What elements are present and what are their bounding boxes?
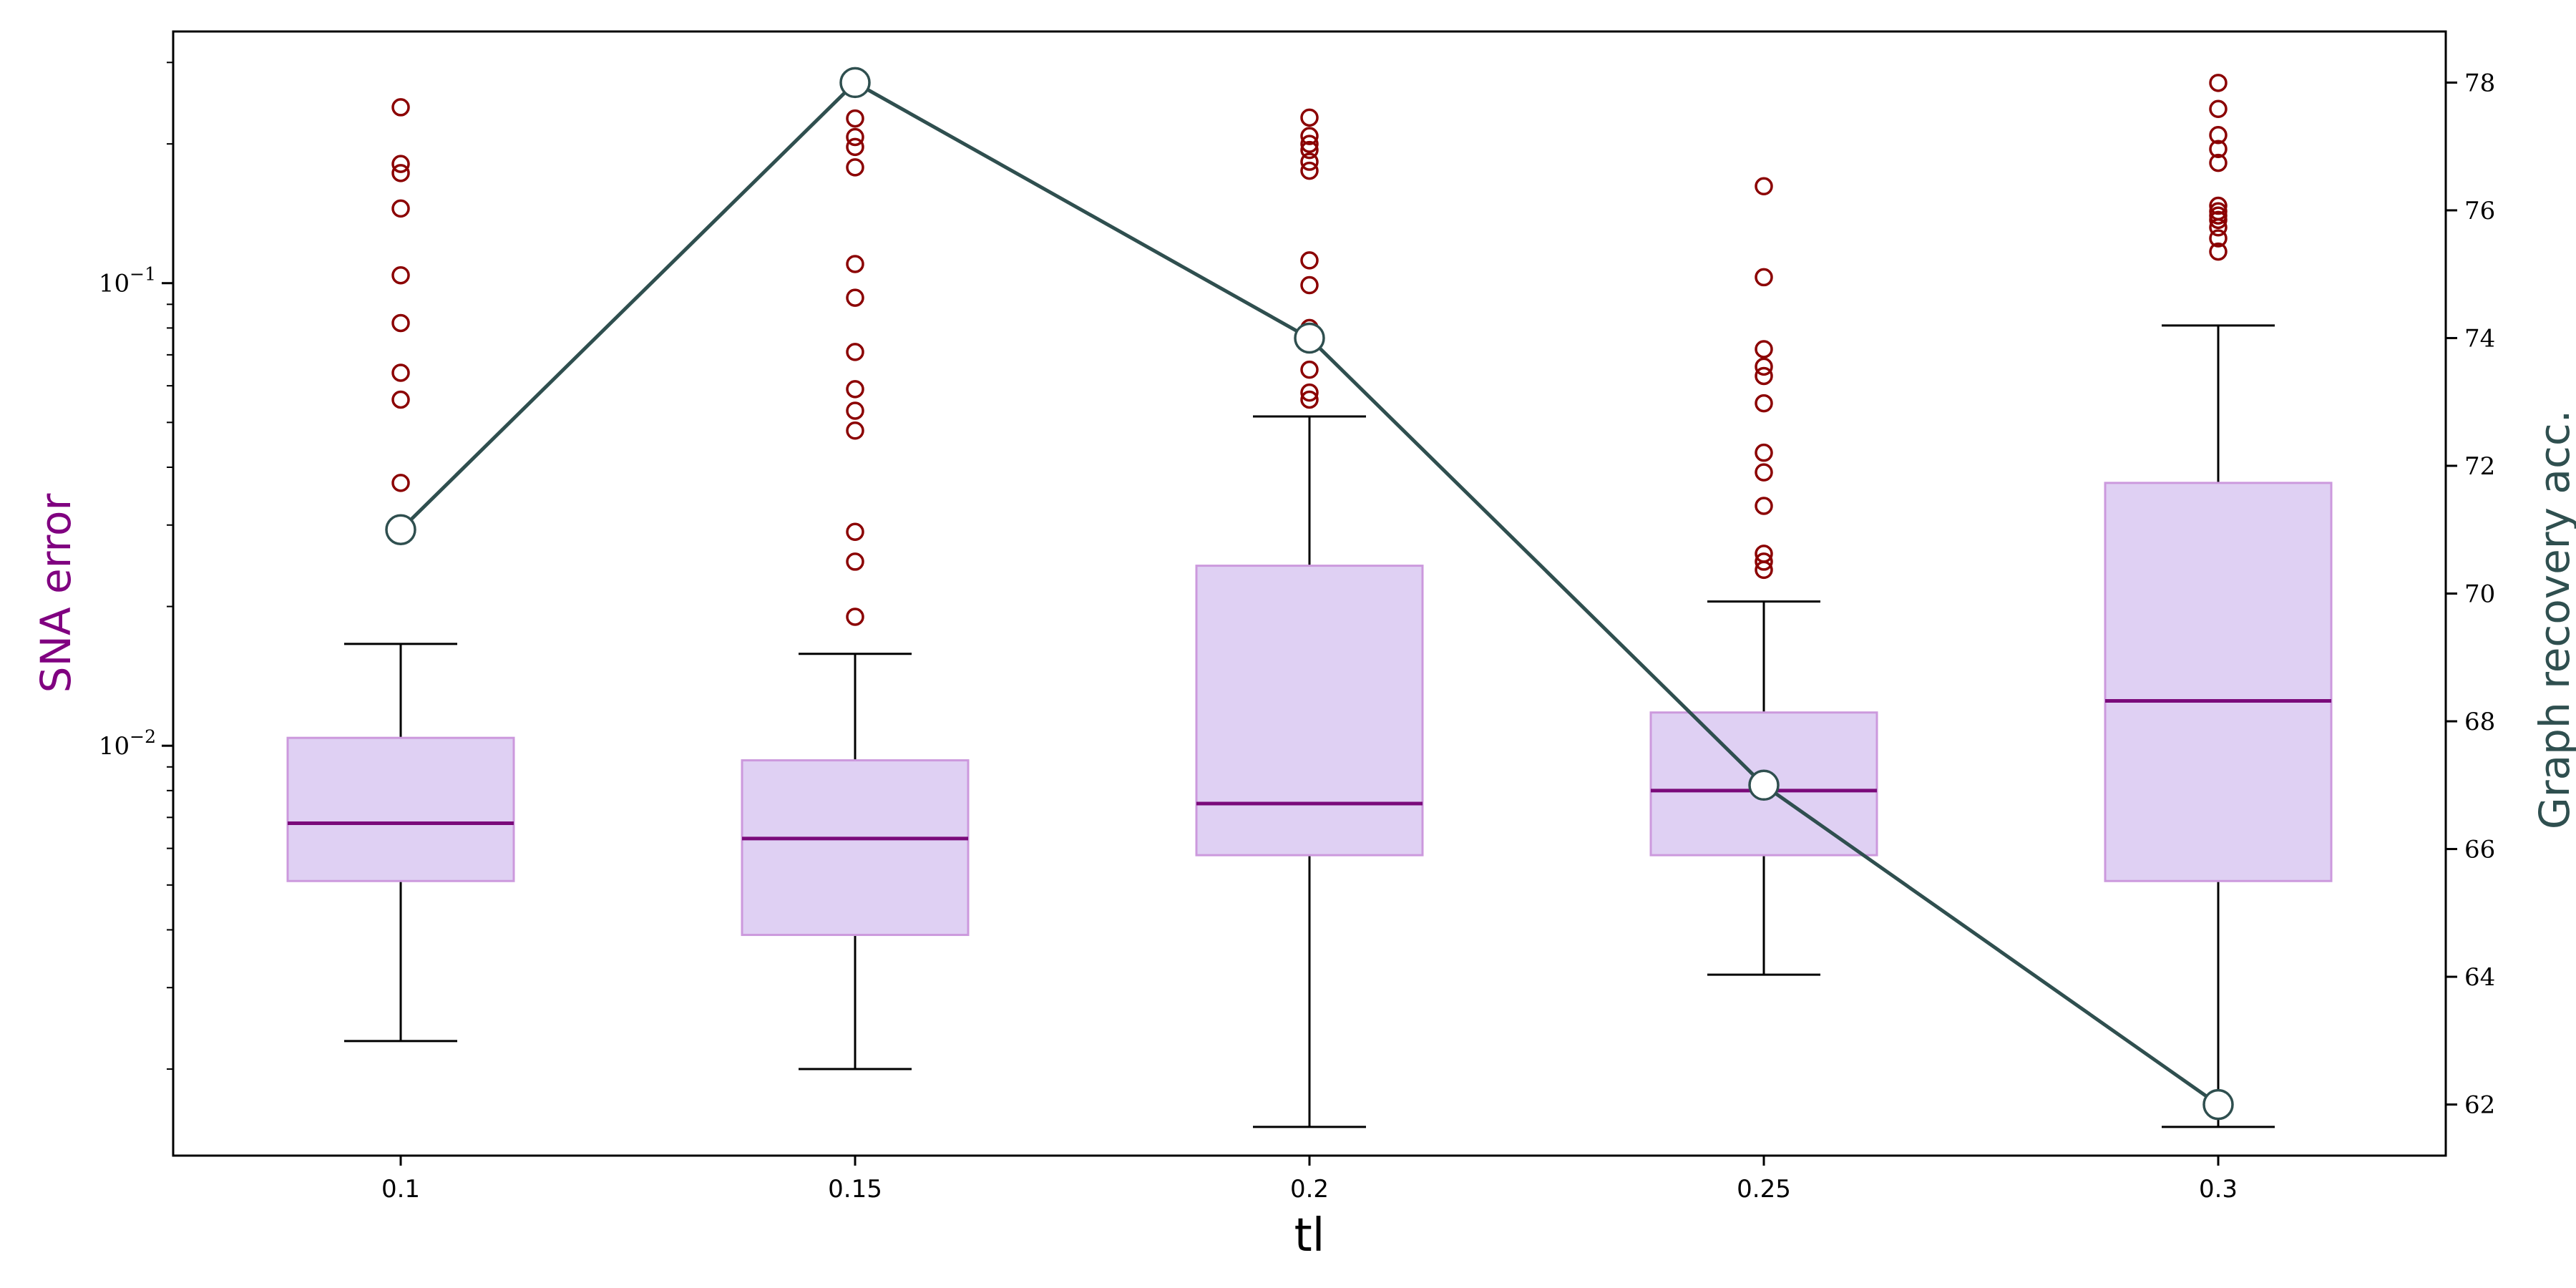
outlier-point xyxy=(1300,152,1319,171)
outlier-point xyxy=(846,380,864,399)
right-tick-label: 62 xyxy=(2464,1091,2495,1120)
right-tick-label: 68 xyxy=(2464,708,2495,736)
chart-axes: 0.1 0.15 0.2 0.25 0.3 10−1 10−2 62 64 66 68 70 72 74 7… xyxy=(99,62,2495,1204)
right-tick-label: 72 xyxy=(2464,452,2495,481)
x-tick-label: 0.15 xyxy=(828,1175,882,1204)
box-iqr xyxy=(741,759,970,937)
outlier-point xyxy=(2209,202,2228,221)
right-tick-label: 70 xyxy=(2464,580,2495,609)
outlier-point xyxy=(1755,177,1773,196)
outlier-point xyxy=(846,158,864,177)
outlier-point xyxy=(846,401,864,420)
outlier-point xyxy=(1755,366,1773,386)
outlier-point xyxy=(1755,463,1773,482)
box-plot-0.15 xyxy=(741,109,970,1070)
outlier-point xyxy=(1300,383,1319,402)
outlier-point xyxy=(1300,390,1319,409)
outlier-point xyxy=(1300,127,1319,145)
graph-recovery-point-0.1 xyxy=(385,514,416,545)
outlier-point xyxy=(2209,140,2228,158)
outlier-point xyxy=(1300,140,1319,160)
outlier-point xyxy=(846,608,864,626)
right-tick-label: 66 xyxy=(2464,836,2495,864)
outlier-point xyxy=(1300,251,1319,270)
outlier-point xyxy=(846,522,864,542)
outlier-point xyxy=(391,364,410,382)
outlier-point xyxy=(1755,497,1773,515)
outlier-point xyxy=(391,199,410,218)
outlier-point xyxy=(2209,229,2228,248)
outlier-point xyxy=(846,343,864,361)
outlier-point xyxy=(2209,196,2228,215)
outlier-point xyxy=(1300,275,1319,295)
right-tick-label: 76 xyxy=(2464,197,2495,225)
left-y-axis-label: SNA error xyxy=(31,493,80,693)
right-tick-label: 78 xyxy=(2464,69,2495,97)
outlier-point xyxy=(2209,74,2228,92)
outlier-point xyxy=(391,155,410,173)
outlier-point xyxy=(2209,153,2228,172)
outlier-point xyxy=(391,474,410,492)
left-tick-label: 10−1 xyxy=(99,264,156,298)
outlier-point xyxy=(391,313,410,333)
x-tick-label: 0.3 xyxy=(2199,1175,2238,1204)
x-tick-label: 0.25 xyxy=(1737,1175,1791,1204)
right-tick-label: 64 xyxy=(2464,963,2495,992)
outlier-point xyxy=(1300,161,1319,180)
x-axis-label: tl xyxy=(1294,1209,1325,1262)
box-iqr xyxy=(2104,482,2333,882)
x-tick-label: 0.1 xyxy=(381,1175,420,1204)
outlier-point xyxy=(1755,340,1773,358)
outlier-point xyxy=(1755,357,1773,376)
box-iqr xyxy=(286,736,515,882)
right-tick-label: 74 xyxy=(2464,324,2495,353)
outlier-point xyxy=(846,288,864,307)
graph-recovery-point-0.25 xyxy=(1748,769,1780,801)
outlier-point xyxy=(846,137,864,157)
outlier-point xyxy=(1755,443,1773,462)
outlier-point xyxy=(846,127,864,147)
outlier-point xyxy=(391,164,410,182)
outlier-point xyxy=(1755,268,1773,287)
graph-recovery-point-0.15 xyxy=(839,67,871,99)
chart-marks xyxy=(286,67,2333,1128)
outlier-point xyxy=(2209,126,2228,145)
box-iqr xyxy=(1195,565,1424,857)
right-y-axis-label: Graph recovery acc. xyxy=(2530,410,2576,829)
outlier-point xyxy=(1300,135,1319,153)
outlier-point xyxy=(846,255,864,273)
outlier-point xyxy=(391,265,410,285)
left-tick-label: 10−2 xyxy=(99,726,156,761)
outlier-point xyxy=(391,390,410,409)
outlier-point xyxy=(391,98,410,117)
outlier-point xyxy=(1755,394,1773,413)
outlier-point xyxy=(846,552,864,571)
outlier-point xyxy=(1300,360,1319,379)
box-plot-0.3 xyxy=(2104,74,2333,1128)
outlier-point xyxy=(1755,545,1773,563)
graph-recovery-point-0.2 xyxy=(1294,322,1325,354)
x-tick-label: 0.2 xyxy=(1290,1175,1329,1204)
outlier-point xyxy=(846,421,864,440)
box-plot-0.2 xyxy=(1195,108,1424,1128)
outlier-point xyxy=(1755,552,1773,571)
outlier-point xyxy=(1300,108,1319,127)
outlier-point xyxy=(2209,242,2228,261)
outlier-point xyxy=(846,109,864,128)
graph-recovery-point-0.3 xyxy=(2202,1088,2234,1121)
outlier-point xyxy=(2209,99,2228,119)
